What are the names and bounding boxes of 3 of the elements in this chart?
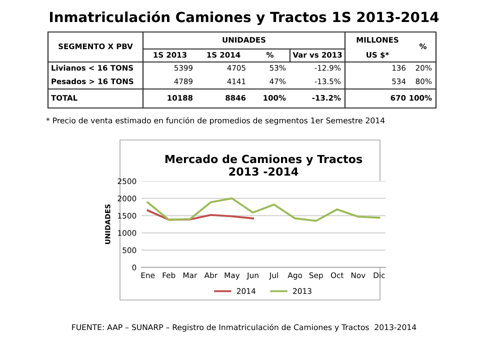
text: Inmatriculación Camiones y Tractos 1S 2013-2014 bbox=[50, 10, 439, 26]
chart-title: Mercado de Camiones y Tractos 2013 -2014 bbox=[165, 154, 362, 176]
line-series bbox=[146, 197, 380, 222]
